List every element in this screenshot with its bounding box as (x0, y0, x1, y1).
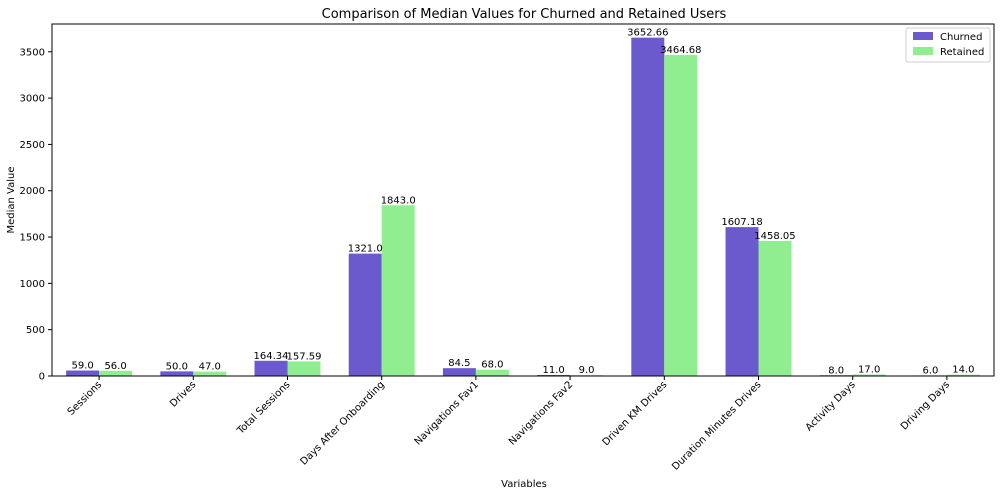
bar-retained-2 (287, 361, 321, 376)
bar-retained-9 (946, 374, 980, 376)
legend-label-churned: Churned (940, 32, 982, 43)
data-labels-layer: 59.0 50.0 164.34 1321.0 84.5 11.0 3652.66 1607.… (71, 28, 974, 377)
data-label-churned-4: 84.5 (448, 358, 470, 369)
bar-churned-2 (254, 360, 288, 376)
y-axis: 0 500 1000 1500 2000 2500 3000 3500 (20, 47, 52, 383)
chart-title: Comparison of Median Values for Churned … (322, 7, 727, 22)
data-label-churned-5: 11.0 (542, 365, 564, 376)
bar-retained-6 (664, 55, 698, 377)
bar-churned-3 (348, 253, 382, 376)
data-label-churned-9: 6.0 (922, 365, 938, 376)
data-label-churned-2: 164.34 (254, 351, 289, 362)
bar-churned-0 (66, 370, 100, 376)
data-label-churned-0: 59.0 (71, 361, 93, 372)
legend-label-retained: Retained (940, 47, 984, 58)
y-tick-label-6: 3000 (20, 94, 45, 105)
data-label-retained-7: 1458.05 (754, 231, 795, 242)
data-label-churned-6: 3652.66 (627, 28, 668, 39)
bar-churned-7 (725, 227, 759, 376)
legend-swatch-churned (913, 32, 933, 40)
bar-churned-5 (537, 374, 571, 376)
y-tick-label-7: 3500 (20, 47, 45, 58)
data-label-retained-6: 3464.68 (660, 45, 701, 56)
y-tick-label-2: 1000 (20, 279, 45, 290)
data-label-retained-0: 56.0 (104, 361, 126, 372)
y-tick-label-3: 1500 (20, 233, 45, 244)
bar-churned-4 (442, 368, 476, 376)
y-tick-label-1: 500 (26, 325, 45, 336)
data-label-retained-8: 17.0 (858, 364, 880, 375)
data-label-retained-2: 157.59 (286, 351, 321, 362)
bars-layer (66, 37, 980, 377)
bar-retained-7 (758, 240, 792, 376)
data-label-retained-4: 68.0 (481, 360, 503, 371)
data-label-churned-1: 50.0 (166, 361, 188, 372)
bar-retained-4 (475, 369, 509, 376)
plot-frame (51, 23, 995, 377)
y-tick-label-0: 0 (39, 372, 45, 383)
legend: Churned Retained (905, 27, 991, 63)
data-label-retained-9: 14.0 (952, 365, 974, 376)
bar-churned-1 (160, 371, 194, 376)
bar-retained-8 (852, 374, 886, 376)
data-label-retained-3: 1843.0 (381, 195, 416, 206)
bar-retained-3 (381, 205, 415, 376)
data-label-retained-5: 9.0 (579, 365, 595, 376)
data-label-churned-3: 1321.0 (348, 244, 383, 255)
x-axis-label: Variables (501, 479, 547, 490)
y-tick-label-4: 2000 (20, 186, 45, 197)
y-tick-label-5: 2500 (20, 140, 45, 151)
legend-swatch-retained (913, 47, 933, 55)
data-label-churned-7: 1607.18 (721, 217, 762, 228)
bar-churned-6 (631, 37, 665, 377)
bar-retained-0 (99, 370, 133, 376)
data-label-churned-8: 8.0 (828, 365, 844, 376)
data-label-retained-1: 47.0 (199, 362, 221, 373)
y-axis-label: Median Value (6, 166, 17, 233)
bar-retained-1 (193, 371, 227, 376)
